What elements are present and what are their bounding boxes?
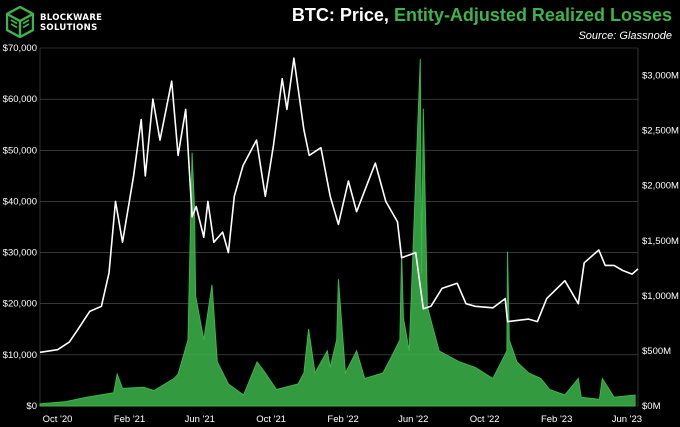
chart-title-part2: Entity-Adjusted Realized Losses [393,5,672,25]
y-right-tick-label: $0M [642,401,661,412]
x-tick-label: Oct '22 [470,414,500,425]
x-tick-label: Jun '23 [612,414,642,425]
brand-line2: SOLUTIONS [40,23,98,33]
x-tick-label: Oct '20 [43,414,73,425]
y-right-tick-label: $2,500M [642,126,679,137]
y-right-tick-label: $1,000M [642,291,679,302]
series-layer [39,57,639,407]
chart-title-part1: BTC: Price, [291,5,394,25]
x-tick-labels: Oct '20 Feb '21 Jun '21 Oct '21 Feb '22 Jun '… [43,414,642,425]
y-right-tick-label: $2,000M [642,181,679,192]
x-tick-label: Oct '21 [256,414,286,425]
y-right-tick-labels: $0M $500M $1,000M $1,500M $2,000M $2,500M $3,0… [642,71,679,412]
y-right-tick-label: $500M [642,346,671,357]
y-left-tick-label: $30,000 [3,248,37,259]
y-left-tick-label: $60,000 [3,94,37,105]
x-tick-label: Feb '22 [327,414,358,425]
x-tick-label: Feb '21 [114,414,145,425]
chart-subtitle: Source: Glassnode [578,30,672,42]
cube-logo-icon [5,5,35,39]
y-left-tick-label: $10,000 [3,350,37,361]
y-left-tick-label: $50,000 [3,145,37,156]
y-left-tick-label: $70,000 [3,43,37,54]
y-left-tick-label: $20,000 [3,299,37,310]
y-left-tick-label: $40,000 [3,196,37,207]
brand-line1: BLOCKWARE [40,13,103,23]
realized-losses-series [39,58,636,407]
x-tick-label: Jun '22 [398,414,428,425]
y-right-tick-label: $3,000M [642,71,679,82]
brand-logo: BLOCKWARE SOLUTIONS [5,5,156,39]
x-tick-label: Feb '23 [541,414,572,425]
y-left-tick-labels: $0 $10,000 $20,000 $30,000 $40,000 $50,000 $60… [3,43,37,412]
chart-title: BTC: Price, Entity-Adjusted Realized Los… [292,5,672,26]
y-left-tick-label: $0 [26,401,37,412]
btc-price-series [39,57,639,354]
y-right-tick-label: $1,500M [642,236,679,247]
x-tick-label: Jun '21 [185,414,215,425]
